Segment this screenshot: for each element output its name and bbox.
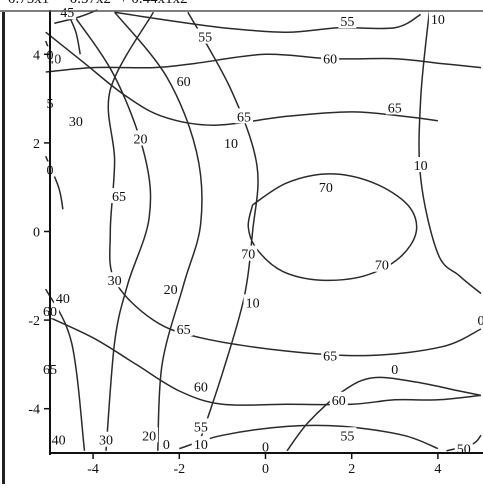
chart-title: 0.75x1² − 0.57x2² + 0.44x1x2: [8, 0, 188, 8]
contour-label-31: 10: [194, 438, 208, 453]
edge-contour-label-4: 0: [478, 314, 483, 329]
left-panel-border: [2, 12, 5, 484]
contour-label-21: 30: [69, 115, 83, 130]
x-tick-label-3: 2: [348, 462, 355, 477]
contour-label-4: 65: [388, 101, 402, 116]
contour-label-32: 0: [391, 363, 398, 378]
contour-label-17: 45: [60, 6, 74, 21]
contour-label-35: 0: [163, 438, 170, 453]
x-tick-label-2: 0: [262, 462, 269, 477]
contour-label-14: 55: [194, 420, 208, 435]
contour-label-13: 55: [340, 15, 354, 30]
contour-label-29: 10: [414, 159, 428, 174]
contour-label-27: 10: [224, 137, 238, 152]
contour-label-5: 65: [112, 190, 126, 205]
y-tick-label-2: 0: [33, 226, 40, 241]
contour-label-1: 70: [241, 248, 255, 263]
contour-label-8: 60: [177, 75, 191, 90]
x-tick-label-1: -2: [173, 462, 185, 477]
contour-label-6: 65: [177, 323, 191, 338]
contour-label-16: 50: [457, 443, 471, 458]
y-tick-label-4: 4: [33, 48, 40, 63]
contour-label-20: 40: [52, 434, 66, 449]
y-tick-label-3: 2: [33, 137, 40, 152]
contour-label-9: 60: [323, 53, 337, 68]
contour-label-24: 20: [134, 132, 148, 147]
x-tick-label-0: -4: [87, 462, 99, 477]
contour-label-3: 65: [237, 110, 251, 125]
contour-label-15: 55: [340, 429, 354, 444]
contour-label-28: 10: [246, 296, 260, 311]
contour-label-26: 20: [142, 429, 156, 444]
contour-label-25: 20: [164, 283, 178, 298]
contour-label-23: 30: [99, 434, 113, 449]
contour-label-30: 10: [431, 13, 445, 28]
y-tick-label-1: -2: [28, 314, 40, 329]
contour-label-2: 70: [375, 259, 389, 274]
contour-label-22: 30: [108, 274, 122, 289]
contour-label-0: 70: [319, 181, 333, 196]
contour-label-11: 60: [332, 394, 346, 409]
contour-label-10: 60: [194, 381, 208, 396]
x-tick-label-4: 4: [434, 462, 441, 477]
contour-label-7: 65: [323, 350, 337, 365]
contour-label-12: 55: [198, 31, 212, 46]
y-tick-label-0: -4: [28, 403, 40, 418]
